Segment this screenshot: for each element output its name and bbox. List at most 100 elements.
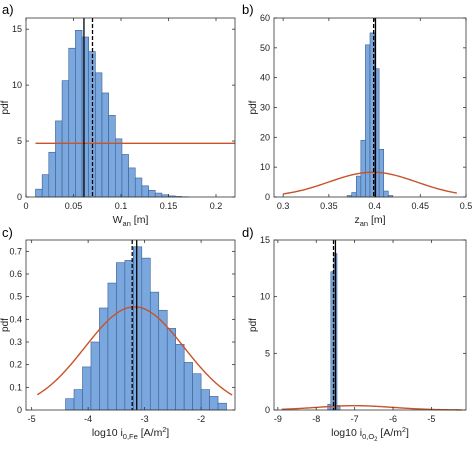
histogram-bar: [61, 80, 70, 198]
histogram-bar: [81, 36, 90, 198]
histogram-bar: [200, 389, 210, 411]
histogram-bar: [192, 373, 202, 411]
y-tick-label: 60: [260, 13, 270, 23]
x-label-sub: 0,O: [362, 432, 374, 441]
panel-1: a) 0 0.05 0.1 0.15 0.2 0 5 10 15 pdf Wan [m]: [0, 2, 236, 228]
x-tick-label: -4: [84, 414, 92, 424]
x-axis-label: zan [m]: [354, 214, 385, 228]
y-tick-label: 10: [260, 162, 270, 172]
y-tick-label: 15: [260, 235, 270, 245]
panel-3: c) -5 -4 -3 -2 0 0.1 0.2 0.3 0.4 0.5 0.6 0.7 pdf log10…: [0, 225, 236, 441]
histogram-bar: [107, 282, 117, 411]
histogram-bar: [365, 44, 371, 198]
histogram-bar: [41, 174, 50, 198]
histogram-bar: [82, 366, 92, 411]
x-label-unit: [A/m: [378, 427, 403, 439]
x-tick-label: -2: [197, 414, 205, 424]
histogram-bar: [115, 138, 123, 198]
x-label-unit: [m]: [131, 214, 149, 226]
x-label-sub: 0,Fe: [123, 432, 138, 441]
x-label-main: z: [354, 214, 359, 226]
y-tick-label: 0.7: [9, 246, 22, 256]
histogram-bar: [209, 396, 219, 411]
histogram-bar: [351, 192, 357, 198]
x-tick-label: -5: [427, 414, 435, 424]
x-tick-label: 0.35: [320, 201, 338, 211]
x-tick-label: 0: [23, 201, 28, 211]
histogram-bar: [383, 190, 389, 198]
y-axis-label: pdf: [0, 318, 11, 332]
x-label-sub: an: [360, 219, 368, 228]
y-tick-label: 0.6: [9, 269, 22, 279]
panel-label: d): [242, 225, 254, 240]
histogram-bar: [95, 72, 103, 198]
histogram-bar: [35, 188, 43, 198]
y-tick-label: 0.4: [9, 314, 22, 324]
panel-label: c): [2, 225, 13, 240]
x-label-main: W: [113, 214, 123, 226]
x-tick-label: 0.1: [115, 201, 128, 211]
y-tick-label: 5: [265, 348, 270, 358]
histogram-bar: [154, 192, 163, 198]
axes-box: [273, 239, 467, 411]
histogram-bar: [148, 189, 156, 198]
histogram-bar: [141, 257, 151, 411]
x-label-end: ]: [406, 427, 409, 439]
histogram-bar: [175, 343, 185, 411]
x-axis-label: log10 i0,Fe [A/m2]: [92, 427, 169, 441]
y-tick-label: 0.2: [9, 360, 22, 370]
histogram-bar: [141, 185, 149, 198]
axes-box: [25, 239, 236, 411]
histogram-bar: [330, 271, 335, 411]
histogram-bar: [108, 115, 116, 198]
x-label-end: ]: [166, 427, 169, 439]
x-tick-label: 0.2: [210, 201, 223, 211]
histogram-bar: [101, 92, 109, 198]
histogram-bar: [73, 389, 83, 411]
fit-curve: [283, 171, 457, 195]
x-tick-label: -3: [141, 414, 149, 424]
x-tick-label: 0.5: [460, 201, 473, 211]
y-tick-label: 50: [260, 43, 270, 53]
histogram-bar: [149, 291, 160, 411]
panel-2: b) 0.3 0.35 0.4 0.45 0.5 0 10 20 30 40 50 60 pdf zan […: [242, 2, 472, 228]
y-axis-label: pdf: [248, 318, 259, 332]
histogram-bar: [65, 398, 75, 411]
x-tick-label: 0.45: [412, 201, 430, 211]
x-tick-label: -9: [274, 414, 282, 424]
x-label-sub: an: [123, 219, 131, 228]
x-label-sup: 2: [402, 427, 406, 434]
histogram-bar: [68, 47, 76, 198]
y-tick-label: 0.1: [9, 382, 22, 392]
histogram-bar: [116, 262, 126, 411]
histogram-bar: [166, 328, 176, 411]
histogram-bar: [360, 140, 366, 198]
panel-label: b): [242, 2, 254, 17]
x-axis-label: Wan [m]: [113, 214, 149, 228]
x-axis-label: log10 i0,O2 [A/m2]: [331, 427, 409, 443]
histogram-bar: [121, 154, 129, 198]
x-label-main: log10 i: [331, 427, 362, 439]
histogram-bar: [133, 246, 143, 411]
histogram-bar: [134, 177, 143, 198]
axes-box: [25, 17, 236, 198]
y-tick-label: 30: [260, 103, 270, 113]
histogram-bar: [183, 362, 193, 411]
x-tick-label: -8: [312, 414, 320, 424]
y-tick-label: 10: [260, 292, 270, 302]
x-label-unit: [m]: [368, 214, 386, 226]
panel-label: a): [2, 2, 14, 17]
x-tick-label: 0.3: [277, 201, 290, 211]
histogram-bar: [217, 402, 227, 411]
y-tick-label: 0: [265, 405, 270, 415]
x-label-main: log10 i: [92, 427, 123, 439]
x-tick-label: 0.4: [368, 201, 381, 211]
x-tick-label: -7: [351, 414, 359, 424]
y-tick-label: 10: [12, 80, 22, 90]
fit-curve: [36, 306, 233, 396]
y-tick-label: 0.5: [9, 292, 22, 302]
x-label-unit: [A/m: [138, 427, 163, 439]
histogram-bar: [128, 167, 136, 198]
x-label-sub2: 2: [374, 437, 378, 443]
histogram-bar: [355, 175, 362, 198]
